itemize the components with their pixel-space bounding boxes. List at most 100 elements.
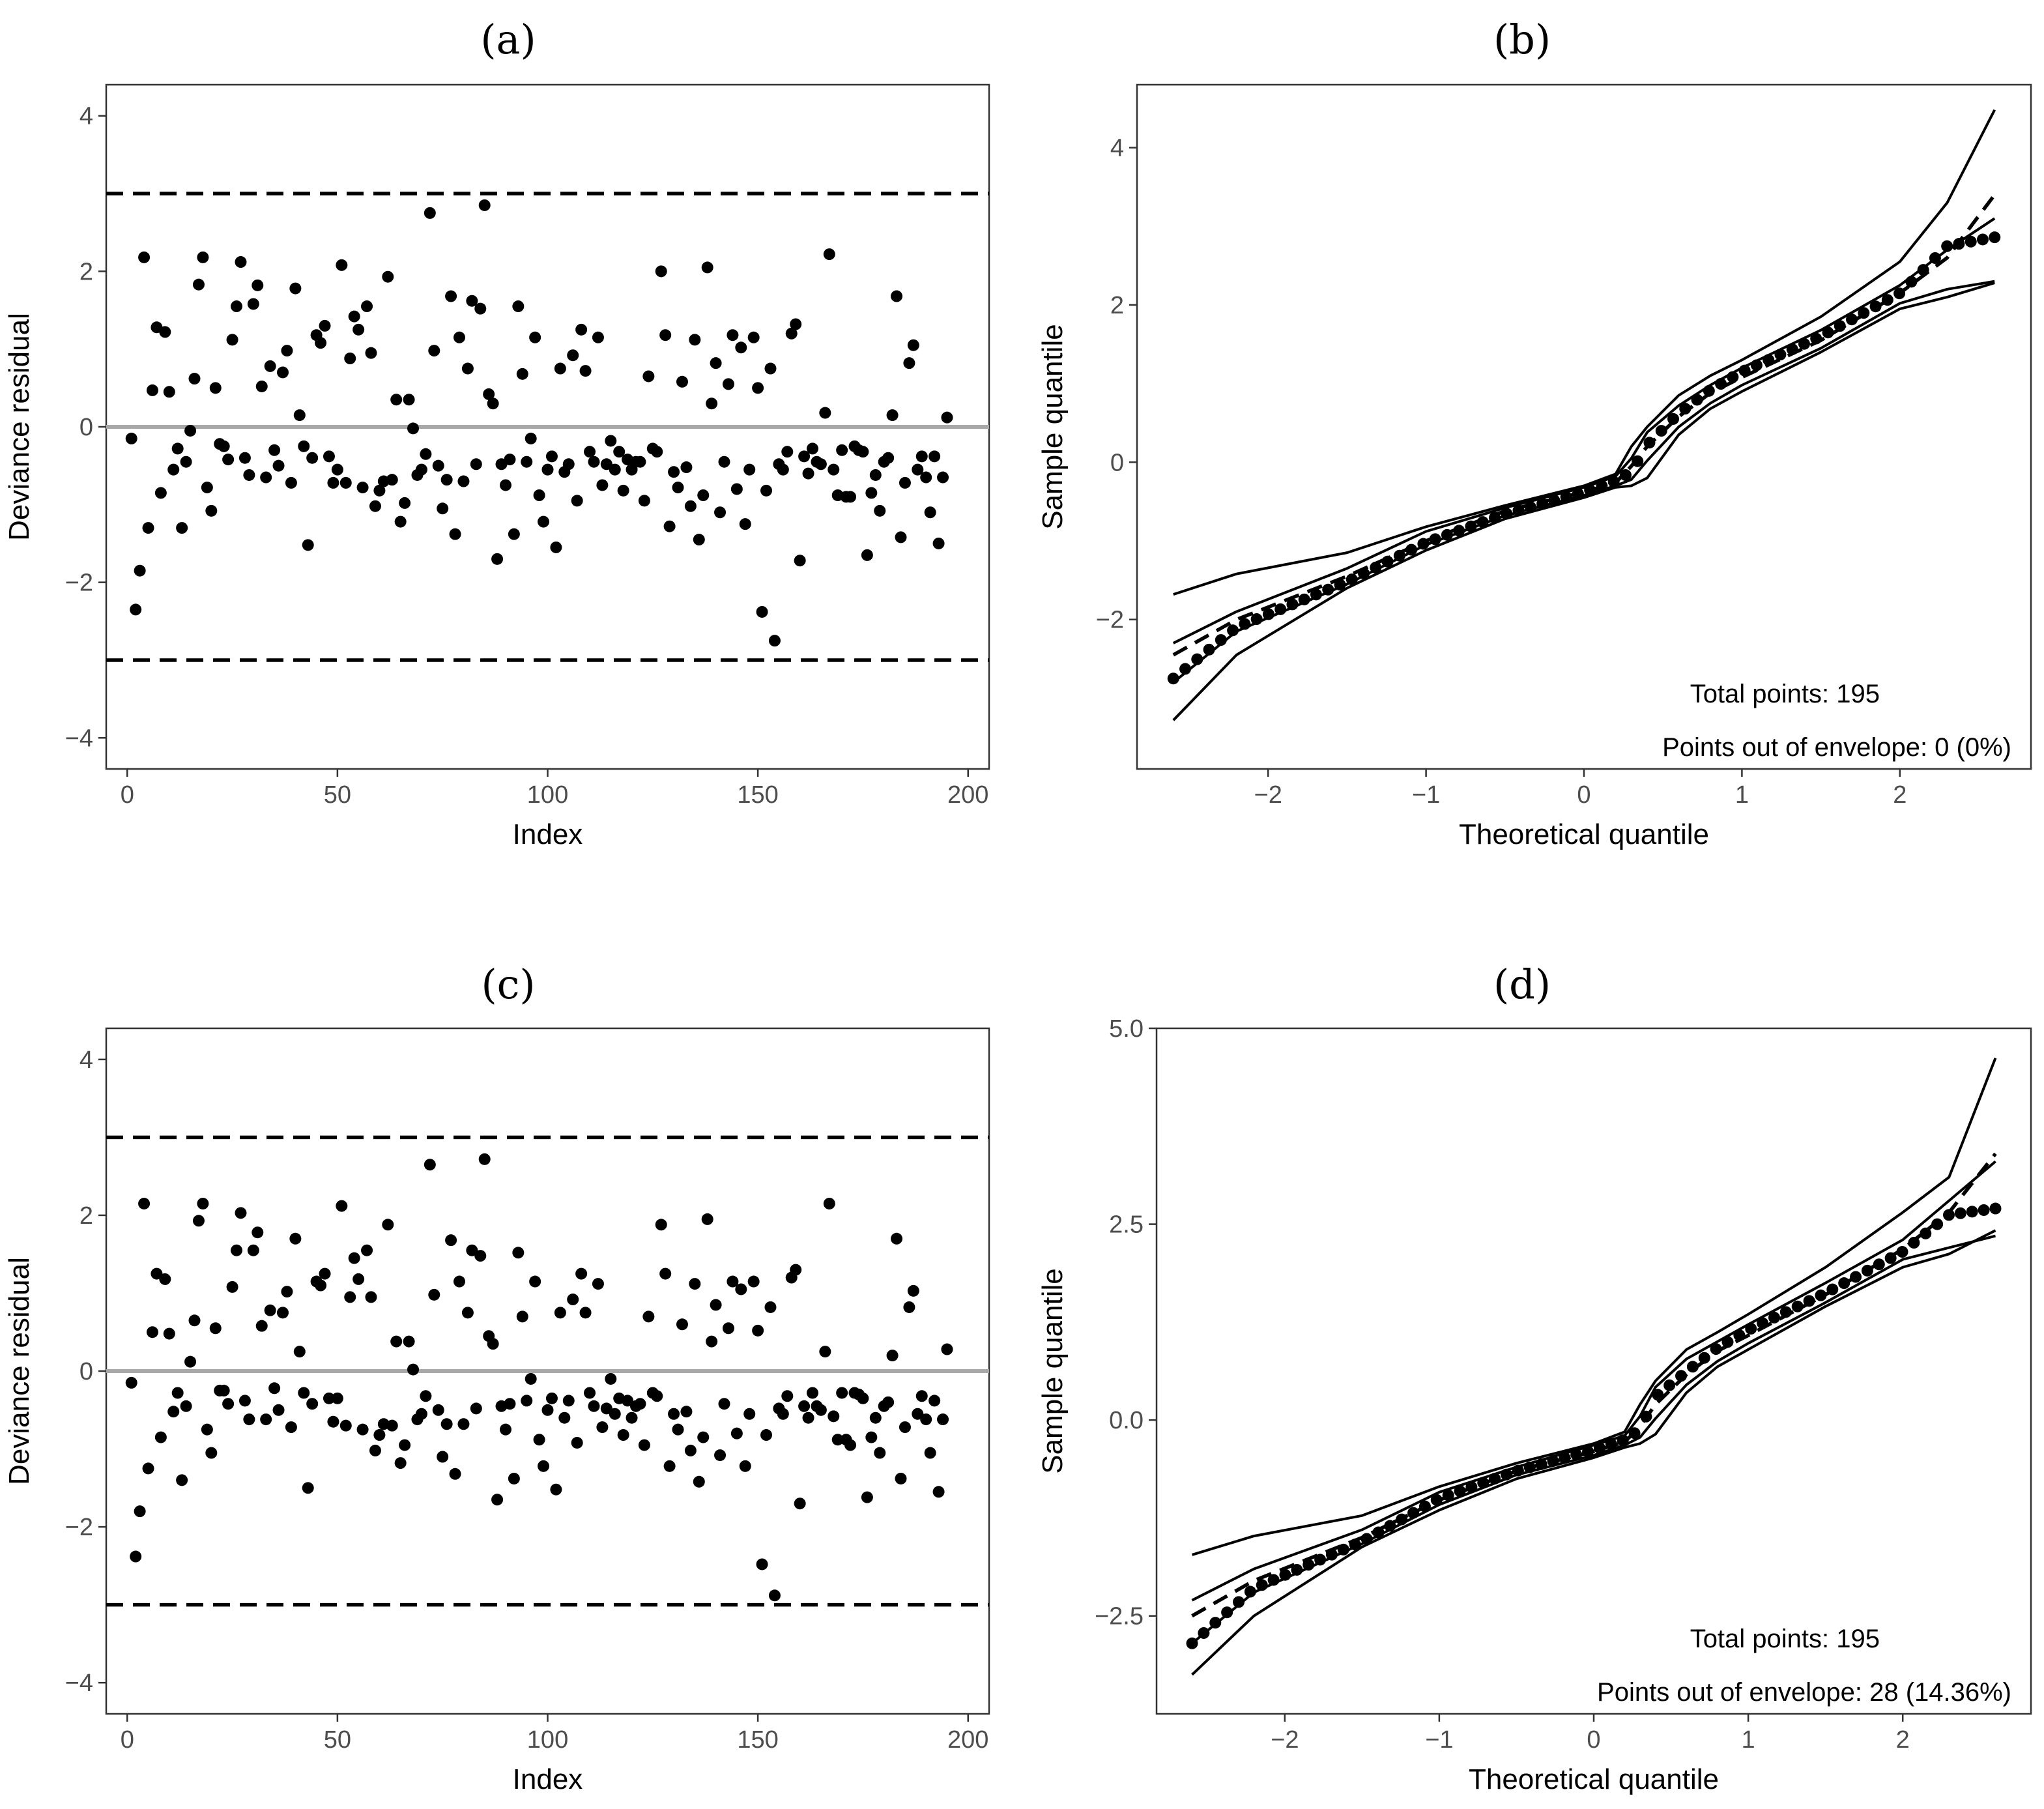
data-point [592, 331, 604, 343]
data-point [798, 1400, 811, 1412]
data-point [676, 1318, 688, 1331]
sample-point [1834, 320, 1846, 332]
data-point [684, 1444, 697, 1456]
data-point [874, 1447, 886, 1459]
sample-point [1547, 1454, 1559, 1467]
data-point [432, 1404, 444, 1416]
sample-point [1227, 624, 1239, 637]
data-point [457, 1418, 470, 1430]
data-point [243, 469, 255, 481]
sample-point [1360, 1533, 1373, 1545]
data-point [285, 476, 297, 489]
x-tick-label: 100 [527, 1726, 568, 1754]
data-point [466, 295, 478, 307]
data-point [201, 1423, 213, 1436]
sample-point [1757, 1317, 1769, 1329]
data-point [932, 1486, 945, 1498]
sample-point [1405, 543, 1418, 556]
sample-point [1167, 673, 1179, 685]
data-point [907, 1284, 919, 1297]
sample-point [1370, 561, 1382, 573]
data-point [231, 1244, 243, 1256]
data-point [680, 461, 693, 474]
data-point [361, 300, 373, 313]
sample-point [1221, 1606, 1233, 1619]
data-point [487, 398, 499, 410]
data-point [163, 386, 175, 398]
data-point [428, 1288, 440, 1301]
sample-point [1619, 469, 1632, 482]
data-point [264, 1304, 276, 1316]
sample-point [1274, 603, 1287, 615]
sample-point [1750, 359, 1763, 371]
data-point [545, 1392, 558, 1404]
sample-point [1465, 1481, 1478, 1493]
data-point [575, 1267, 588, 1280]
data-point [781, 446, 794, 458]
data-point [424, 207, 436, 219]
data-point [293, 409, 306, 422]
data-point [171, 1387, 184, 1399]
data-point [727, 1275, 739, 1288]
data-point [470, 1402, 482, 1415]
annotation-text: Points out of envelope: 28 (14.36%) [1597, 1678, 2011, 1707]
data-point [836, 1387, 848, 1399]
data-point [777, 463, 789, 476]
sample-point [1267, 1574, 1280, 1586]
data-point [516, 1310, 528, 1323]
data-point [180, 1400, 192, 1412]
sample-point [1407, 1507, 1420, 1519]
x-tick-label: 1 [1735, 781, 1749, 809]
x-tick-label: 1 [1742, 1726, 1755, 1754]
data-point [252, 279, 264, 291]
data-point [529, 331, 541, 343]
sample-point [1442, 1489, 1454, 1501]
data-point [336, 259, 348, 271]
panel-title: (b) [1493, 16, 1551, 63]
data-point [319, 319, 331, 332]
data-point [722, 1322, 734, 1335]
data-point [718, 456, 730, 468]
data-point [790, 318, 802, 330]
data-point [588, 1400, 600, 1412]
sample-point [1652, 1389, 1664, 1401]
data-point [600, 458, 612, 470]
sample-point [1826, 1283, 1839, 1295]
y-tick-label: 4 [1110, 135, 1124, 162]
sample-point [1774, 349, 1787, 361]
data-point [584, 1387, 596, 1399]
x-tick-label: 0 [1577, 781, 1591, 809]
data-point [209, 1322, 222, 1335]
data-point [941, 1343, 953, 1355]
panel-b: (b) −2 −1 0 1 2 −2 0 2 4 Theoretical quantile Sampl… [1037, 16, 2032, 850]
sample-point [1643, 437, 1656, 449]
data-point [814, 458, 827, 470]
data-point [365, 347, 377, 359]
data-point [752, 1324, 764, 1337]
sample-point [1703, 384, 1715, 397]
data-point [764, 1301, 777, 1313]
data-point [743, 1408, 756, 1420]
panel-a: (a) 0 50 100 150 200 −4 −2 0 2 4 Index Deviance resi… [3, 16, 990, 850]
data-point [499, 479, 511, 491]
x-tick-label: 150 [737, 781, 778, 809]
data-point [828, 1410, 840, 1423]
sample-point [1607, 476, 1620, 488]
data-point [651, 446, 663, 458]
sample-point [1893, 287, 1906, 300]
data-point [184, 424, 197, 437]
sample-point [1884, 1252, 1897, 1264]
data-point [209, 382, 222, 394]
data-point [424, 1159, 436, 1171]
data-point [609, 1408, 621, 1420]
data-point [192, 278, 205, 291]
sample-point [1584, 484, 1596, 496]
data-point [222, 454, 235, 466]
data-point [516, 368, 528, 380]
data-point [235, 256, 247, 268]
data-point [697, 489, 710, 501]
data-point [743, 463, 756, 476]
data-point [550, 541, 562, 553]
sample-point [1721, 1336, 1734, 1348]
data-point [231, 300, 243, 313]
